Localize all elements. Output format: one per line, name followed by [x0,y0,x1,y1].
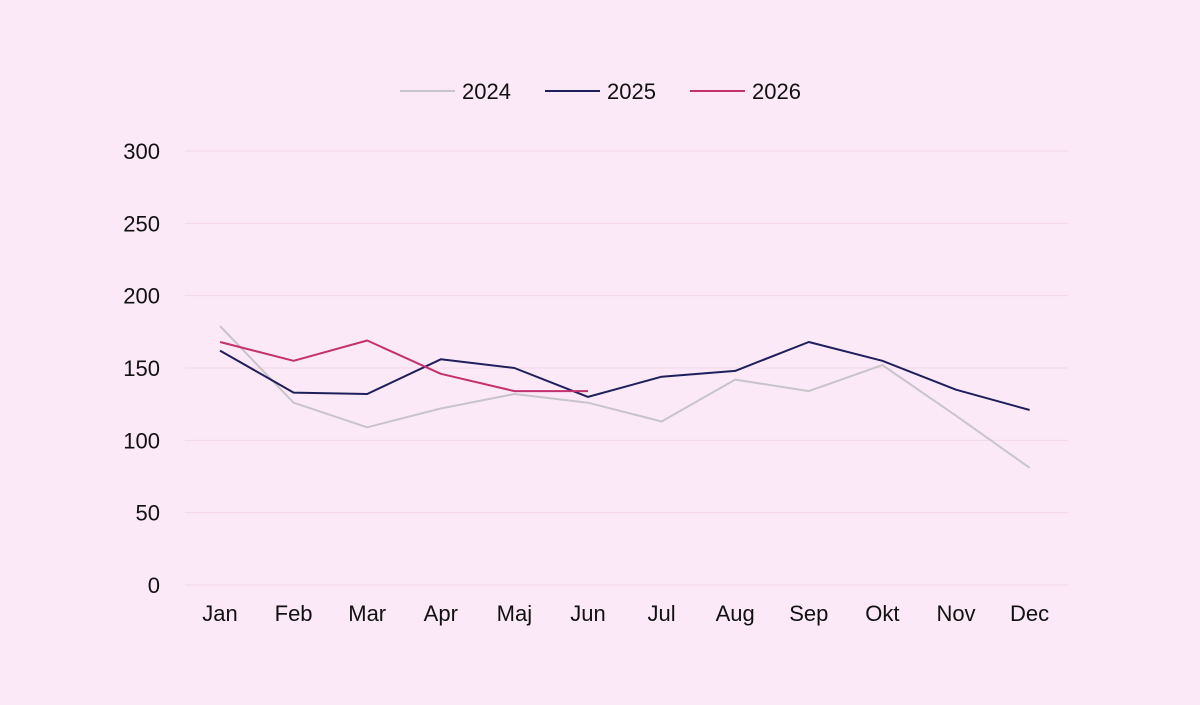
y-tick-label: 150 [123,356,160,381]
x-tick-label: Mar [348,601,386,626]
legend: 2024 2025 2026 [400,79,801,104]
y-tick-label: 50 [136,501,160,526]
x-tick-label: Okt [865,601,899,626]
y-tick-label: 100 [123,428,160,453]
x-tick-label: Jul [648,601,676,626]
x-tick-label: Sep [789,601,828,626]
legend-label: 2024 [462,79,511,104]
series-line-2024 [219,325,1031,469]
x-tick-label: Maj [497,601,532,626]
legend-label: 2025 [607,79,656,104]
y-tick-label: 300 [123,139,160,164]
x-tick-label: Apr [424,601,458,626]
y-axis-ticks: 0 50 100 150 200 250 300 [123,139,160,598]
y-tick-label: 250 [123,211,160,236]
y-tick-label: 200 [123,284,160,309]
series-line-2026 [219,339,588,393]
x-tick-label: Nov [936,601,975,626]
gridlines [185,150,1068,586]
x-axis-ticks: Jan Feb Mar Apr Maj Jun Jul Aug Sep Okt Nov Dec [202,601,1049,626]
x-tick-label: Jan [202,601,237,626]
x-tick-label: Jun [570,601,605,626]
series-line-2025 [219,341,1030,411]
y-tick-label: 0 [148,573,160,598]
x-tick-label: Aug [716,601,755,626]
x-tick-label: Feb [275,601,313,626]
x-tick-label: Dec [1010,601,1049,626]
legend-label: 2026 [752,79,801,104]
series-lines [219,325,1031,469]
